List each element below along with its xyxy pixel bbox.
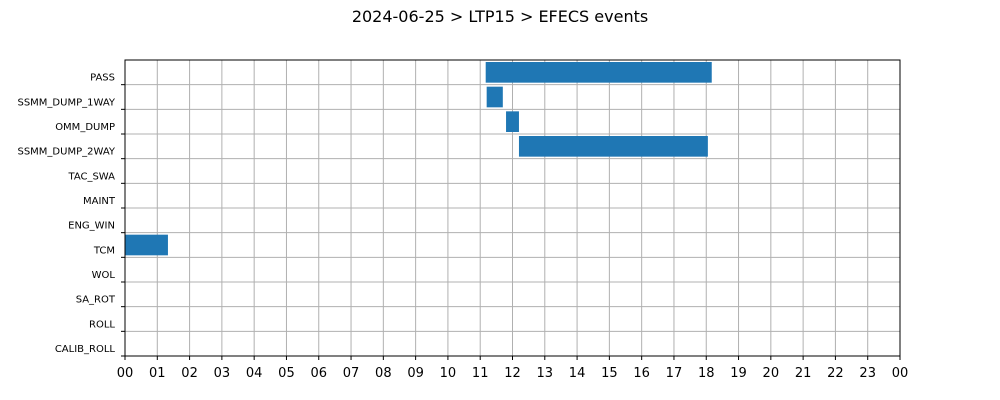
y-tick-label: TAC_SWA [67,171,115,182]
y-tick-label: TCM [93,245,115,256]
x-tick-label: 04 [246,366,263,381]
y-tick-label: CALIB_ROLL [55,344,116,355]
x-tick-label: 02 [181,366,198,381]
bars-layer [125,62,712,256]
x-tick-label: 16 [633,366,650,381]
x-tick-label: 21 [795,366,812,381]
x-tick-label: 10 [440,366,457,381]
y-tick-label: OMM_DUMP [55,122,115,133]
x-tick-label: 14 [569,366,586,381]
x-tick-label: 07 [343,366,360,381]
x-tick-label: 12 [504,366,521,381]
y-tick-label: SSMM_DUMP_2WAY [17,147,115,158]
x-tick-label: 06 [310,366,327,381]
x-tick-label: 09 [407,366,424,381]
x-tick-label: 17 [666,366,683,381]
x-tick-label: 19 [730,366,747,381]
x-tick-label: 23 [859,366,876,381]
x-tick-label: 15 [601,366,618,381]
event-bar-pass [485,62,712,83]
y-tick-label: MAINT [83,196,116,207]
event-bar-tcm [125,234,168,256]
event-bar-ssmm-dump-2way [518,136,708,157]
event-bar-omm-dump [506,111,519,132]
x-tick-label: 22 [827,366,844,381]
axis-layer: PASS SSMM_DUMP_1WAY OMM_DUMP SSMM_DUMP_2WAY… [17,59,909,381]
x-tick-label: 01 [149,366,166,381]
y-tick-label: ENG_WIN [68,221,115,232]
y-tick-label: PASS [90,73,115,84]
x-tick-label: 11 [472,366,489,381]
x-tick-label: 13 [537,366,554,381]
x-tick-label: 00 [117,366,134,381]
x-tick-label: 08 [375,366,392,381]
y-tick-label: SSMM_DUMP_1WAY [17,97,115,108]
event-bar-ssmm-dump-1way [486,86,503,108]
x-tick-label: 18 [698,366,715,381]
y-tick-label: WOL [92,270,116,281]
x-tick-label: 05 [278,366,295,381]
chart-title: 2024-06-25 > LTP15 > EFECS events [352,7,648,26]
x-tick-label: 00 [892,366,909,381]
x-tick-label: 03 [214,366,231,381]
grid-layer [124,60,901,356]
x-tick-label: 20 [763,366,780,381]
y-tick-label: ROLL [89,319,115,330]
y-tick-label: SA_ROT [76,295,116,306]
